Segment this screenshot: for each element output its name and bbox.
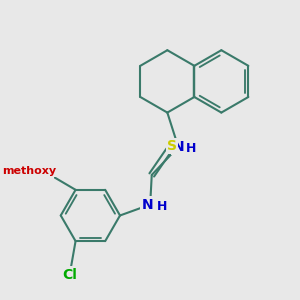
Text: N: N — [141, 198, 153, 212]
Text: O: O — [40, 165, 52, 179]
Text: N: N — [172, 140, 184, 154]
Text: Cl: Cl — [62, 268, 77, 281]
Text: methoxy: methoxy — [2, 166, 56, 176]
Text: H: H — [157, 200, 167, 213]
Text: H: H — [186, 142, 197, 155]
Text: S: S — [167, 139, 177, 153]
